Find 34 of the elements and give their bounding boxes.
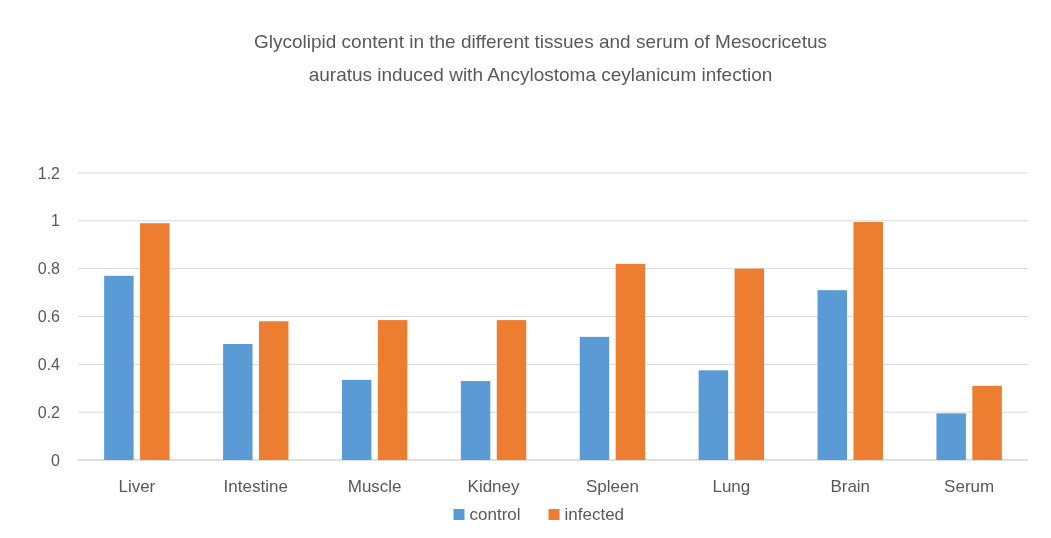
bar	[698, 370, 729, 460]
bar	[579, 336, 610, 460]
x-tick-label: Muscle	[347, 477, 402, 496]
x-tick-label: Spleen	[585, 477, 639, 496]
legend-label: infected	[564, 505, 625, 524]
x-tick-label: Serum	[944, 477, 995, 496]
bar	[460, 381, 491, 460]
bar	[341, 379, 372, 460]
x-tick-label: Brain	[830, 477, 871, 496]
bar	[972, 385, 1002, 460]
bar	[104, 275, 134, 460]
bar	[817, 290, 848, 460]
bar	[258, 321, 289, 460]
y-tick-label: 0	[51, 451, 61, 469]
chart-title: Glycolipid content in the different tissues and serum of Mesocricetus auratus induced with Ancylostoma ceylanicum infection	[253, 31, 828, 85]
bar	[140, 223, 170, 460]
bar	[853, 222, 883, 460]
bar	[496, 320, 527, 460]
x-tick-label: Intestine	[223, 477, 288, 496]
y-tick-label: 0.2	[37, 403, 61, 421]
x-tick-label: Lung	[712, 477, 751, 496]
bar	[377, 320, 408, 460]
bar	[223, 344, 253, 460]
legend-label: control	[469, 505, 521, 524]
y-tick-label: 0.4	[37, 355, 61, 373]
y-tick-label: 0.8	[37, 260, 61, 278]
bar	[615, 263, 646, 460]
x-tick-label: Kidney	[467, 477, 521, 496]
y-tick-label: 0.6	[37, 308, 61, 326]
bar	[936, 413, 966, 460]
y-tick-label: 1	[51, 212, 61, 230]
bar	[734, 268, 765, 460]
x-tick-label: Liver	[118, 477, 156, 496]
y-tick-label: 1.2	[37, 164, 61, 182]
